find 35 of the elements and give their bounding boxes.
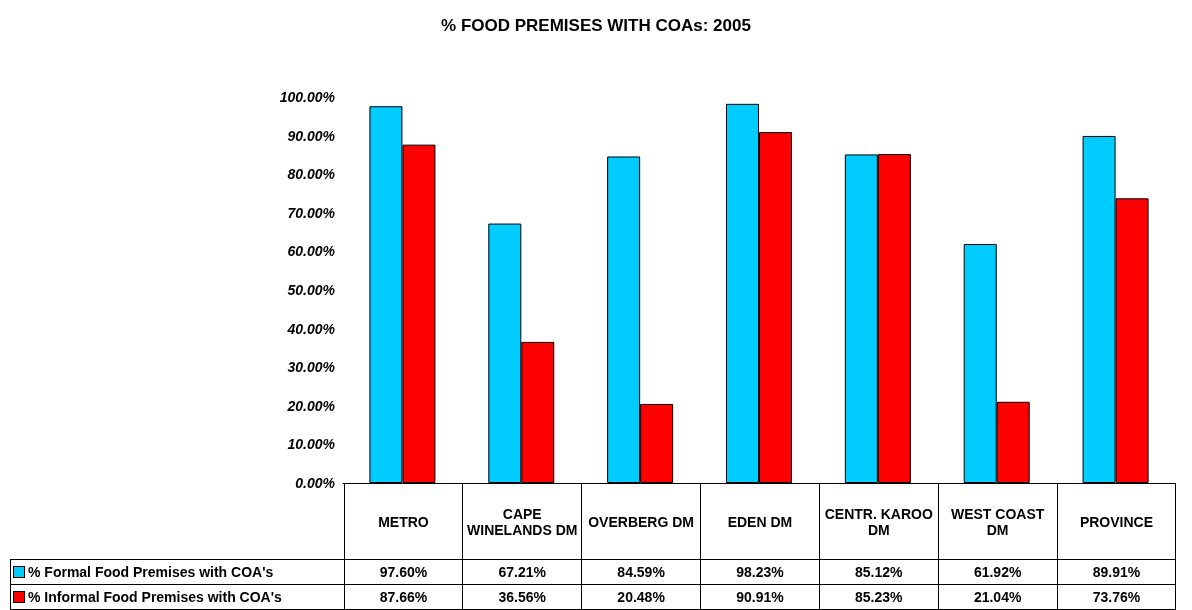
y-tick-label: 20.00% — [286, 397, 336, 414]
y-tick-label: 100.00% — [279, 89, 336, 105]
data-label: 84.59% — [581, 559, 701, 585]
data-label: 73.76% — [1057, 584, 1176, 610]
data-label: 67.21% — [462, 559, 582, 585]
chart-title: % FOOD PREMISES WITH COAs: 2005 — [441, 16, 751, 35]
x-tick-label: PROVINCE — [1057, 483, 1176, 560]
y-tick-label: 90.00% — [287, 127, 336, 144]
data-label: 98.23% — [700, 559, 820, 585]
legend-label: % Formal Food Premises with COA's — [10, 559, 344, 585]
y-tick-label: 10.00% — [287, 436, 336, 453]
y-tick-label: 50.00% — [287, 282, 336, 298]
data-label: 97.60% — [344, 559, 463, 585]
y-tick-label: 40.00% — [286, 320, 336, 337]
legend-label: % Informal Food Premises with COA's — [10, 584, 344, 610]
x-tick-label: CENTR. KAROO DM — [819, 483, 939, 560]
x-tick-label: METRO — [344, 483, 463, 560]
x-tick-label: WEST COAST DM — [938, 483, 1058, 560]
y-tick-label: 60.00% — [287, 243, 336, 260]
x-tick-label: EDEN DM — [700, 483, 820, 560]
y-tick-label: 30.00% — [287, 359, 336, 376]
data-label: 20.48% — [581, 584, 701, 610]
y-tick-label: 70.00% — [287, 204, 336, 221]
data-label: 61.92% — [938, 559, 1058, 585]
y-tick-label: 80.00% — [287, 166, 336, 183]
data-label: 21.04% — [938, 584, 1058, 610]
data-label: 85.23% — [819, 584, 939, 610]
y-tick-label: 0.00% — [295, 475, 336, 491]
data-label: 36.56% — [462, 584, 582, 610]
x-tick-label: OVERBERG DM — [581, 483, 701, 560]
data-label: 87.66% — [344, 584, 463, 610]
data-label: 89.91% — [1057, 559, 1176, 585]
data-label: 90.91% — [700, 584, 820, 610]
data-label: 85.12% — [819, 559, 939, 585]
x-tick-label: CAPE WINELANDS DM — [462, 483, 582, 560]
